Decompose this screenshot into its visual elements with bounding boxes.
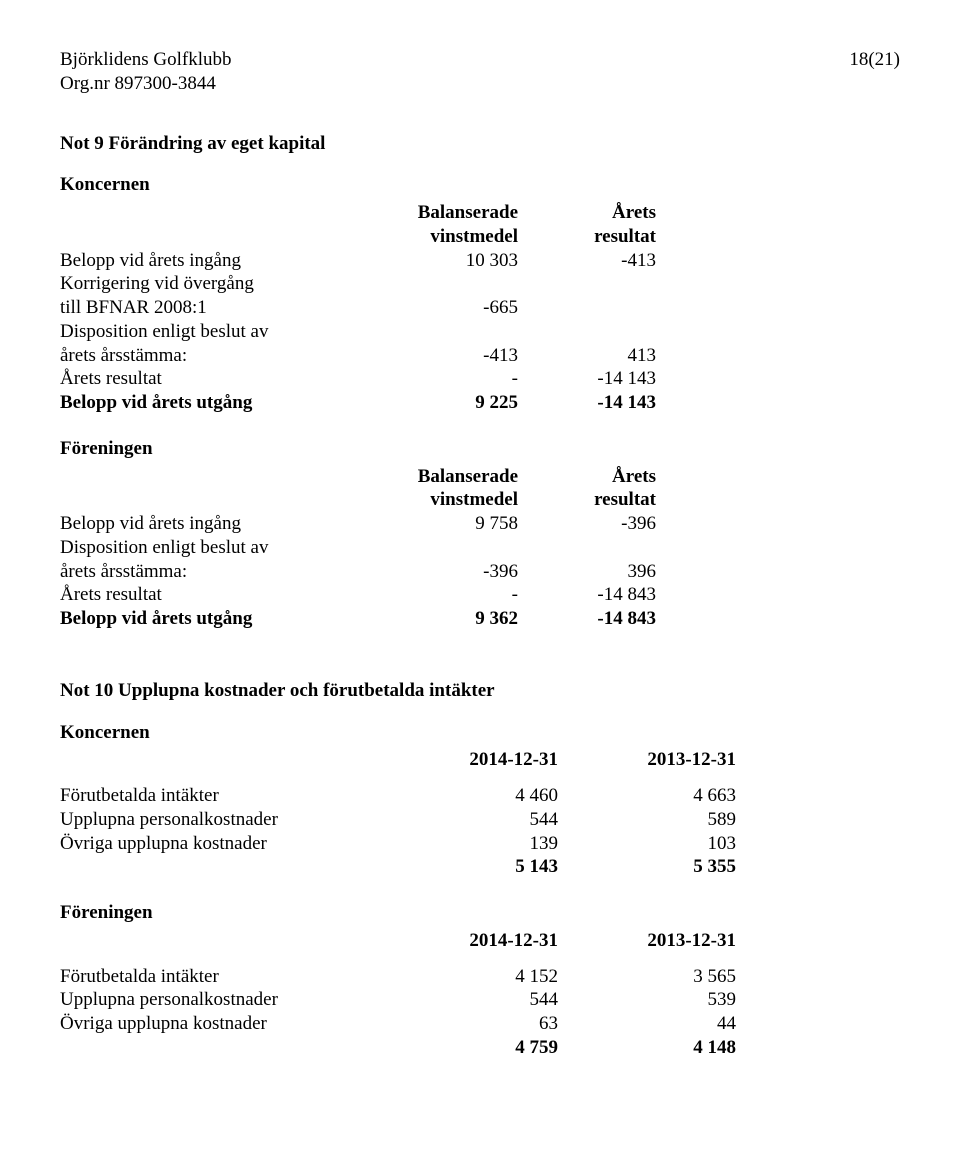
row-c1: 544 [388, 988, 566, 1012]
row-c1: - [388, 367, 526, 391]
row-label: Disposition enligt beslut avårets årsstä… [60, 536, 388, 584]
table-total-row: 5 143 5 355 [60, 855, 744, 879]
table-header-row: 2014-12-31 2013-12-31 [60, 929, 744, 953]
col2-line1: Årets [612, 202, 656, 223]
col-header: Balanserade vinstmedel [388, 201, 526, 249]
row-label: Korrigering vid övergångtill BFNAR 2008:… [60, 272, 388, 320]
note9-koncernen-table: Balanserade vinstmedel Årets resultat Be… [60, 201, 664, 415]
row-label: Disposition enligt beslut avårets årsstä… [60, 320, 388, 368]
row-label: Övriga upplupna kostnader [60, 1012, 388, 1036]
row-label: Upplupna personalkostnader [60, 988, 388, 1012]
row-c2: -14 143 [526, 367, 664, 391]
row-label: Belopp vid årets ingång [60, 249, 388, 273]
col1-line1: Balanserade [418, 202, 518, 223]
row-c1: 10 303 [388, 249, 526, 273]
col-header: 2013-12-31 [566, 748, 744, 772]
total-c1: 5 143 [388, 855, 566, 879]
org-number: Org.nr 897300-3844 [60, 72, 232, 96]
row-label: Belopp vid årets utgång [60, 607, 388, 631]
table-row: Övriga upplupna kostnader 63 44 [60, 1012, 744, 1036]
table-header-row: Balanserade vinstmedel Årets resultat [60, 465, 664, 513]
row-c2: -14 843 [526, 607, 664, 631]
table-total-row: 4 759 4 148 [60, 1036, 744, 1060]
row-c1: 544 [388, 808, 566, 832]
total-c2: 4 148 [566, 1036, 744, 1060]
document-header: Björklidens Golfklubb Org.nr 897300-3844… [60, 48, 900, 96]
row-c2: 103 [566, 832, 744, 856]
total-c2: 5 355 [566, 855, 744, 879]
note9-foreningen-table: Balanserade vinstmedel Årets resultat Be… [60, 465, 664, 631]
note9-foreningen-heading: Föreningen [60, 437, 900, 461]
row-label: Belopp vid årets utgång [60, 391, 388, 415]
row-c1: -396 [388, 536, 526, 584]
row-c2: 396 [526, 536, 664, 584]
note10-title: Not 10 Upplupna kostnader och förutbetal… [60, 679, 900, 703]
row-c2: 539 [566, 988, 744, 1012]
row-c1: 9 758 [388, 512, 526, 536]
row-c1: -413 [388, 320, 526, 368]
row-c1: 63 [388, 1012, 566, 1036]
total-c1: 4 759 [388, 1036, 566, 1060]
row-c2 [526, 272, 664, 320]
row-c2: 4 663 [566, 784, 744, 808]
table-row: Årets resultat - -14 843 [60, 583, 664, 607]
note10-koncernen-table: 2014-12-31 2013-12-31 Förutbetalda intäk… [60, 748, 744, 879]
col-header: Årets resultat [526, 465, 664, 513]
col1-line2: vinstmedel [430, 226, 518, 247]
row-label: Förutbetalda intäkter [60, 784, 388, 808]
company-name: Björklidens Golfklubb [60, 48, 232, 72]
note10-foreningen-table: 2014-12-31 2013-12-31 Förutbetalda intäk… [60, 929, 744, 1060]
row-c1: 9 362 [388, 607, 526, 631]
table-row: Korrigering vid övergångtill BFNAR 2008:… [60, 272, 664, 320]
table-row: Förutbetalda intäkter 4 152 3 565 [60, 965, 744, 989]
row-c1: 4 152 [388, 965, 566, 989]
table-row: Förutbetalda intäkter 4 460 4 663 [60, 784, 744, 808]
table-row: Belopp vid årets utgång 9 225 -14 143 [60, 391, 664, 415]
table-row: Årets resultat - -14 143 [60, 367, 664, 391]
row-label: Årets resultat [60, 583, 388, 607]
col-header: Årets resultat [526, 201, 664, 249]
note10-foreningen-heading: Föreningen [60, 901, 900, 925]
row-c1: 4 460 [388, 784, 566, 808]
table-row: Övriga upplupna kostnader 139 103 [60, 832, 744, 856]
col-header: Balanserade vinstmedel [388, 465, 526, 513]
table-row: Belopp vid årets ingång 10 303 -413 [60, 249, 664, 273]
row-c2: -14 143 [526, 391, 664, 415]
note9-koncernen-heading: Koncernen [60, 173, 900, 197]
col-header: 2014-12-31 [388, 929, 566, 953]
row-c2: 413 [526, 320, 664, 368]
col-header: 2013-12-31 [566, 929, 744, 953]
row-label: Upplupna personalkostnader [60, 808, 388, 832]
row-label: Årets resultat [60, 367, 388, 391]
col-header: 2014-12-31 [388, 748, 566, 772]
table-row: Belopp vid årets ingång 9 758 -396 [60, 512, 664, 536]
row-c1: - [388, 583, 526, 607]
header-left: Björklidens Golfklubb Org.nr 897300-3844 [60, 48, 232, 96]
row-c2: 3 565 [566, 965, 744, 989]
table-row: Upplupna personalkostnader 544 539 [60, 988, 744, 1012]
row-label: Övriga upplupna kostnader [60, 832, 388, 856]
table-row: Upplupna personalkostnader 544 589 [60, 808, 744, 832]
table-row: Belopp vid årets utgång 9 362 -14 843 [60, 607, 664, 631]
table-row: Disposition enligt beslut avårets årsstä… [60, 536, 664, 584]
row-c1: 9 225 [388, 391, 526, 415]
row-c2: -396 [526, 512, 664, 536]
row-c2: 589 [566, 808, 744, 832]
row-c1: -665 [388, 272, 526, 320]
note10-koncernen-heading: Koncernen [60, 721, 900, 745]
row-c2: -413 [526, 249, 664, 273]
row-c2: -14 843 [526, 583, 664, 607]
row-label: Förutbetalda intäkter [60, 965, 388, 989]
col2-line2: resultat [594, 226, 656, 247]
table-header-row: Balanserade vinstmedel Årets resultat [60, 201, 664, 249]
row-label: Belopp vid årets ingång [60, 512, 388, 536]
table-row: Disposition enligt beslut avårets årsstä… [60, 320, 664, 368]
page-number: 18(21) [849, 48, 900, 72]
note9-title: Not 9 Förändring av eget kapital [60, 132, 900, 156]
table-header-row: 2014-12-31 2013-12-31 [60, 748, 744, 772]
row-c1: 139 [388, 832, 566, 856]
row-c2: 44 [566, 1012, 744, 1036]
